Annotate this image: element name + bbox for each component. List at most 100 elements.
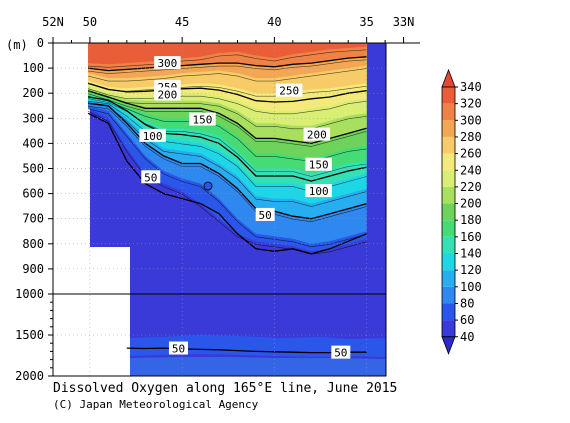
local-minimum-blob (203, 181, 213, 191)
top-tick-label: 35 (359, 15, 373, 29)
contour-label-bg (305, 184, 332, 198)
colorbar-swatch (442, 236, 455, 254)
contour-label-bg (303, 127, 331, 141)
colorbar-tick-label: 180 (460, 213, 482, 227)
colorbar-tick-label: 40 (460, 330, 474, 344)
top-tick-label: 33N (393, 15, 415, 29)
contour-label-bg (154, 56, 181, 70)
y-tick-label: 200 (22, 86, 44, 100)
contour-200 (87, 90, 367, 145)
contour-label: 250 (279, 85, 299, 98)
thin-contour-260 (88, 83, 367, 97)
thin-contour-220 (88, 90, 367, 130)
y-tick-label: 700 (22, 212, 44, 226)
thin-contour-240 (88, 88, 367, 115)
colorbar-swatch (442, 186, 455, 204)
contour-label: 100 (309, 185, 329, 198)
contour-label-bg (189, 112, 216, 126)
contour-label-bg (275, 83, 303, 97)
y-tick-label: 300 (22, 111, 44, 125)
contour-300 (88, 56, 367, 72)
colorbar-max-arrow (441, 68, 456, 88)
thin-contour-320 (88, 49, 367, 68)
contour-label: 50 (259, 209, 272, 222)
contour-label-bg (331, 345, 351, 359)
colorbar-tick-label: 280 (460, 130, 482, 144)
colorbar-tick-label: 260 (460, 147, 482, 161)
contour-label: 150 (309, 159, 329, 172)
contour-label: 200 (157, 88, 177, 101)
contour-label-bg (139, 128, 166, 142)
thin-contour-200 (88, 93, 367, 147)
top-tick-label: 45 (175, 15, 189, 29)
y-tick-label: 800 (22, 237, 44, 251)
contour-label: 100 (143, 130, 163, 143)
colorbar-tick-label: 160 (460, 230, 482, 244)
contour-label: 300 (157, 57, 177, 70)
colorbar-min-arrow (441, 336, 456, 355)
colorbar-tick-label: 200 (460, 197, 482, 211)
colorbar-swatch (442, 303, 455, 321)
y-tick-label: 1000 (15, 287, 44, 301)
top-tick-label: 50 (83, 15, 97, 29)
colorbar-swatch (442, 220, 455, 237)
colorbar-swatch (442, 153, 455, 171)
contour-label: 200 (307, 129, 327, 142)
colorbar-swatch (442, 120, 455, 137)
deep-band-60 (130, 335, 386, 357)
colorbar-tick-label: 100 (460, 280, 482, 294)
y-tick-label: 1500 (15, 328, 44, 342)
colorbar-swatch (442, 320, 455, 337)
contour-50-deep (126, 347, 367, 354)
colorbar-tick-label: 60 (460, 313, 474, 327)
contour-label: 50 (334, 347, 347, 360)
colorbar-swatch (442, 286, 455, 304)
thin-contour-160 (88, 98, 367, 177)
contour-250 (87, 82, 367, 103)
colorbar-tick-label: 80 (460, 296, 474, 310)
colorbar-tick-label: 320 (460, 97, 482, 111)
colorbar-swatch (442, 270, 455, 287)
thin-contour-100 (88, 105, 367, 223)
colorbar-tick-label: 220 (460, 180, 482, 194)
credit-line: (C) Japan Meteorological Agency (53, 398, 259, 411)
contour-label-bg (154, 87, 181, 101)
top-tick-label: 40 (267, 15, 281, 29)
colorbar-swatch (442, 170, 455, 187)
contour-label-bg (255, 207, 275, 221)
chart-title: Dissolved Oxygen along 165°E line, June … (53, 381, 398, 396)
y-tick-label: 400 (22, 136, 44, 150)
contour-100 (88, 102, 367, 220)
y-tick-label: 500 (22, 162, 44, 176)
colorbar-tick-label: 340 (460, 80, 482, 94)
contour-label: 150 (193, 114, 213, 127)
y-tick-label: 100 (22, 61, 44, 75)
colorbar-swatch (442, 136, 455, 154)
contour-50 (87, 112, 367, 255)
thin-contour-60 (87, 111, 367, 255)
colorbar-tick-label: 240 (460, 163, 482, 177)
y-tick-label: 0 (37, 36, 44, 50)
deep-band-80 (130, 357, 386, 376)
contour-label: 50 (144, 171, 157, 184)
thin-contour-80 (88, 108, 367, 248)
colorbar-tick-label: 120 (460, 263, 482, 277)
colorbar-swatch (442, 87, 455, 104)
thin-contour-280 (88, 68, 367, 82)
contour-label-bg (141, 170, 161, 184)
y-tick-label: 2000 (15, 369, 44, 383)
thin-contour-300 (88, 59, 367, 74)
colorbar: 40 60 80 100 120 140 160 180 200 220 240 260 280 300 3… (441, 68, 482, 355)
colorbar-frame (441, 86, 456, 338)
colorbar-swatch (442, 103, 455, 121)
colorbar-tick-label: 300 (460, 113, 482, 127)
contour-label-bg (305, 157, 332, 171)
y-axis-unit: (m) (6, 38, 28, 52)
top-tick-label: 52N (42, 15, 64, 29)
contour-label: 50 (172, 343, 185, 356)
y-tick-label: 600 (22, 187, 44, 201)
y-tick-label: 900 (22, 262, 44, 276)
colorbar-swatch (442, 253, 455, 271)
